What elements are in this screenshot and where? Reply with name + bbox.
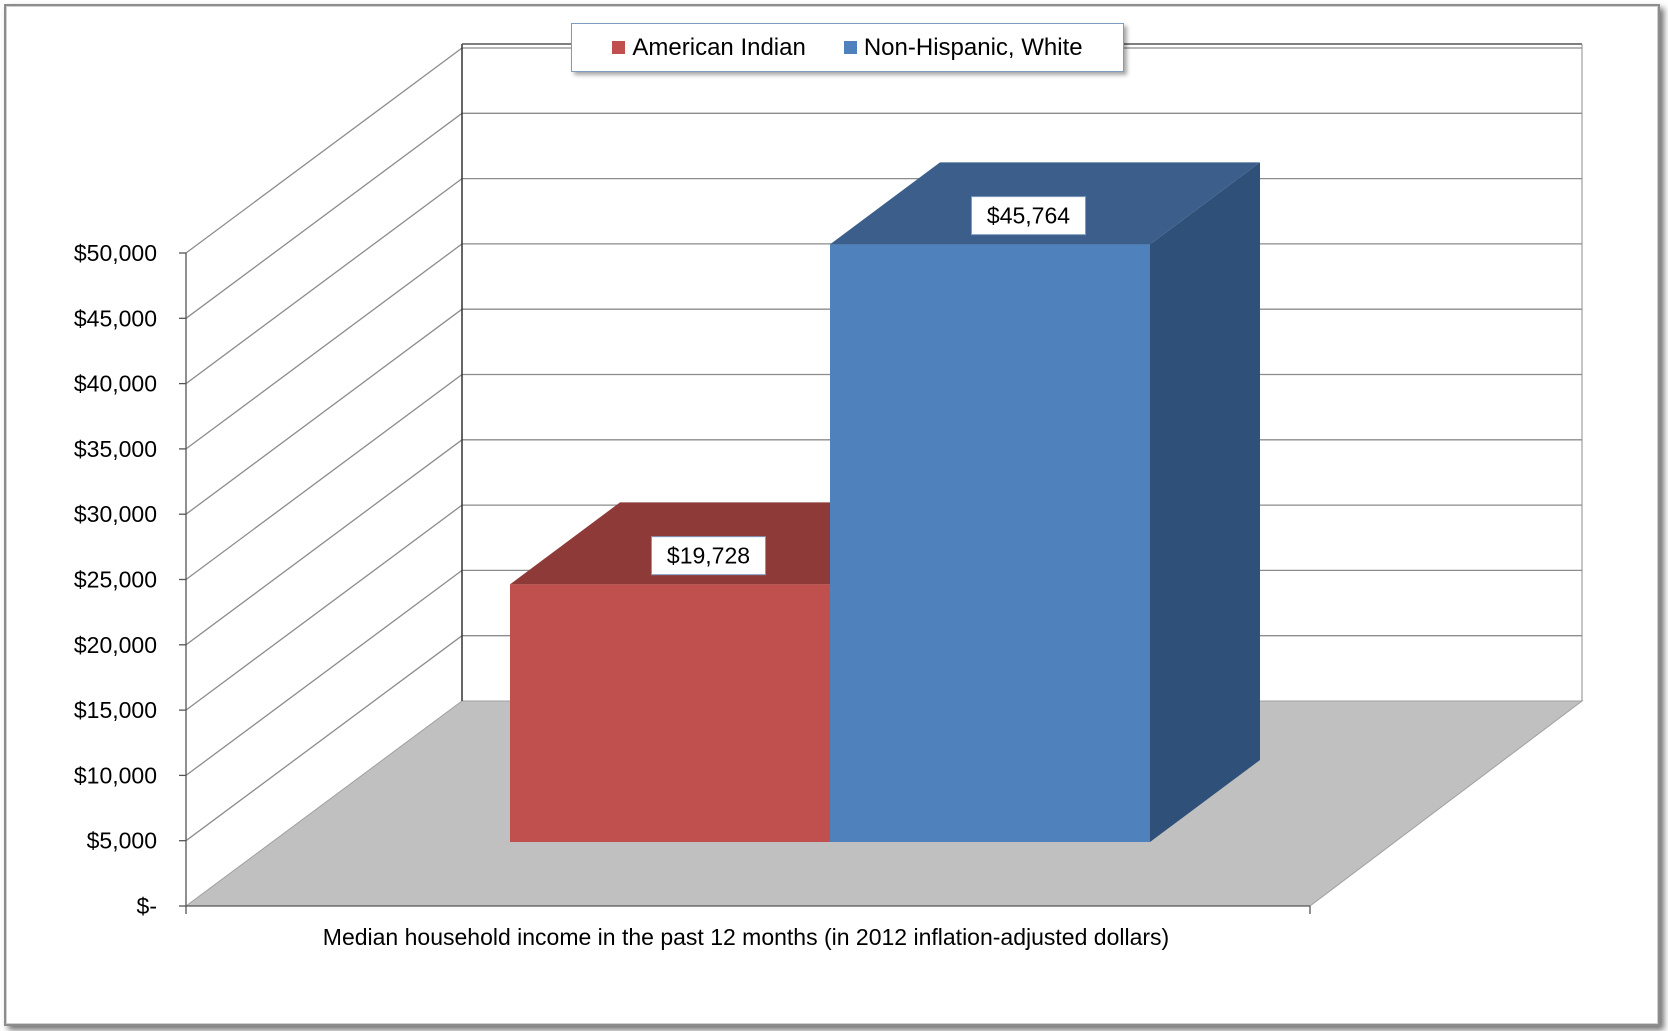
- y-tick-label: $20,000: [74, 632, 157, 658]
- chart-bars: [510, 162, 1260, 843]
- side-wall-gridline: [185, 308, 463, 515]
- data-label: $45,764: [971, 196, 1086, 236]
- data-label-text: $45,764: [987, 203, 1070, 229]
- x-axis-category-label: Median household income in the past 12 m…: [323, 924, 1169, 950]
- data-label-box: [651, 536, 766, 576]
- data-label: $19,728: [651, 536, 766, 576]
- y-tick-label: $45,000: [74, 305, 157, 331]
- side-wall-gridline: [185, 569, 463, 776]
- y-tick-label: $10,000: [74, 762, 157, 788]
- y-axis-tick-labels: $- $5,000 $10,000 $15,000 $20,000 $25,000 $30,…: [74, 240, 157, 919]
- side-wall-gridline: [185, 178, 463, 385]
- side-wall-gridline: [185, 635, 463, 842]
- legend-swatch-american-indian: [612, 41, 626, 54]
- legend-item-american-indian: American Indian: [612, 33, 806, 62]
- side-wall-gridline: [185, 439, 463, 646]
- y-tick-label: $-: [137, 893, 157, 919]
- y-tick-label: $40,000: [74, 371, 157, 397]
- side-wall-gridline: [185, 504, 463, 711]
- y-tick-label: $5,000: [87, 828, 157, 854]
- bar-front-face: [510, 584, 830, 842]
- data-label-text: $19,728: [667, 543, 750, 569]
- y-tick-label: $15,000: [74, 697, 157, 723]
- legend-item-non-hispanic-white: Non-Hispanic, White: [843, 33, 1083, 62]
- y-tick-label: $30,000: [74, 501, 157, 527]
- bar-front-face: [830, 244, 1150, 843]
- data-label-box: [971, 196, 1086, 236]
- legend-label-american-indian: American Indian: [632, 33, 806, 61]
- y-tick-label: $35,000: [74, 436, 157, 462]
- legend-label-non-hispanic-white: Non-Hispanic, White: [863, 33, 1083, 61]
- legend-swatch-non-hispanic-white: [843, 41, 857, 54]
- side-wall-gridline: [185, 112, 463, 319]
- side-wall-gridline: [185, 47, 463, 254]
- chart-data-labels: $19,728 $45,764: [651, 196, 1086, 576]
- side-wall-gridline: [185, 243, 463, 450]
- chart-legend: American Indian Non-Hispanic, White: [571, 23, 1124, 72]
- side-wall-gridline: [185, 373, 463, 581]
- bar-side-face: [1150, 162, 1260, 843]
- y-tick-label: $50,000: [74, 240, 157, 266]
- y-tick-label: $25,000: [74, 567, 157, 593]
